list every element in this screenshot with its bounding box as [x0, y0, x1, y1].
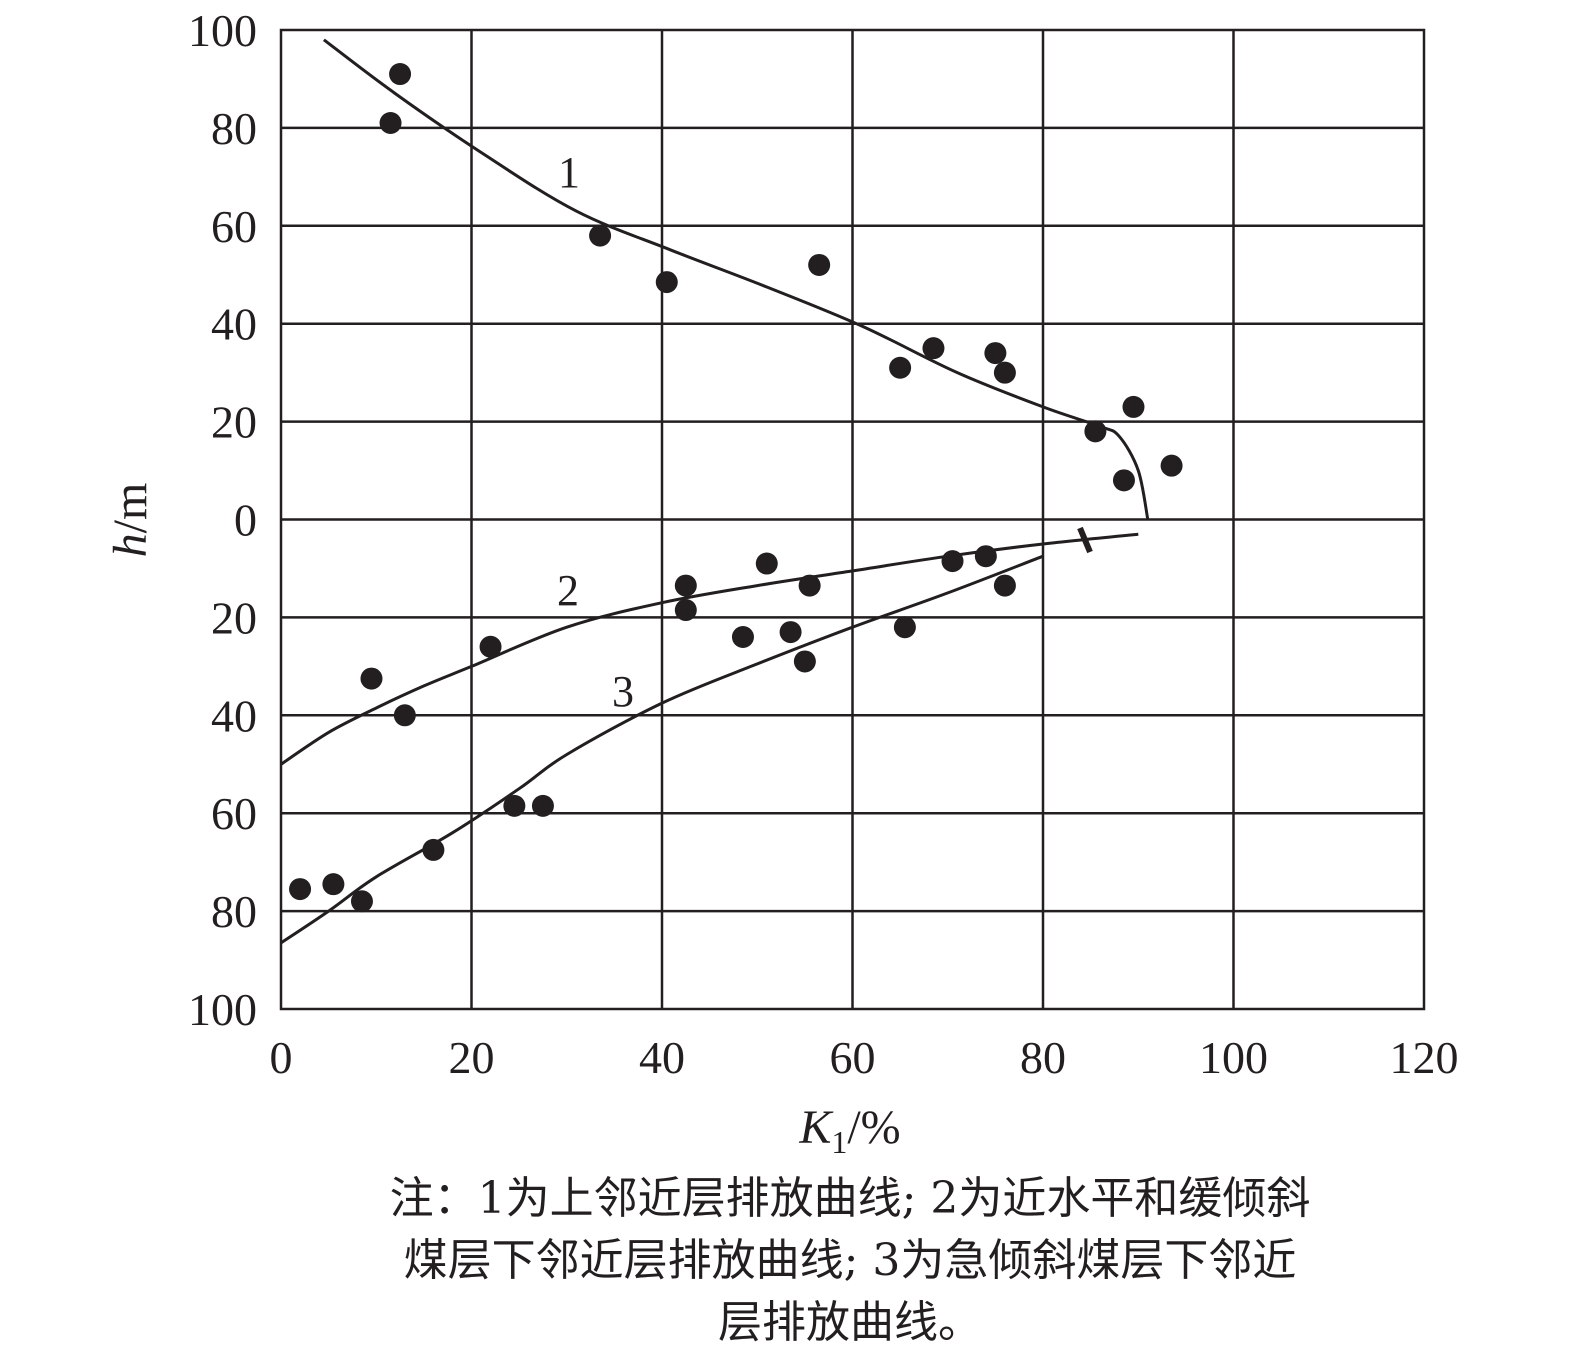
data-point: [993, 361, 1016, 384]
x-tick-labels: 0 20 40 60 80 100 120: [270, 1032, 1459, 1083]
curve-label-2: 2: [557, 566, 579, 615]
data-point: [1160, 454, 1183, 477]
data-point: [503, 794, 526, 817]
x-tick-label: 120: [1390, 1032, 1459, 1083]
x-tick-label: 80: [1020, 1032, 1066, 1083]
x-axis-subscript: 1: [831, 1124, 847, 1160]
curve-label-3: 3: [612, 667, 634, 716]
y-tick-label: 100: [188, 5, 257, 56]
data-point: [798, 574, 821, 597]
data-point: [350, 890, 373, 913]
data-point: [779, 621, 802, 644]
y-tick-labels: 100 80 60 40 20 0 20 40 60 80 100: [188, 5, 257, 1035]
data-point: [322, 873, 345, 896]
data-point: [893, 616, 916, 639]
x-tick-label: 40: [639, 1032, 685, 1083]
curve-label-1: 1: [558, 148, 580, 197]
data-point: [941, 550, 964, 573]
data-point: [379, 112, 402, 135]
y-tick-label: 40: [211, 690, 257, 741]
plot-frame: [279, 28, 1426, 1011]
data-point: [479, 635, 502, 658]
y-tick-label: 20: [211, 592, 257, 643]
data-point: [589, 224, 612, 247]
grid: [281, 30, 1424, 1009]
data-point: [922, 337, 945, 360]
data-point: [974, 545, 997, 568]
x-tick-label: 100: [1199, 1032, 1268, 1083]
data-point: [393, 704, 416, 727]
note-line: 层排放曲线。: [718, 1297, 982, 1348]
data-point: [793, 650, 816, 673]
curves: [280, 38, 1150, 945]
figure-note: 注：1为上邻近层排放曲线; 2为近水平和缓倾斜 煤层下邻近层排放曲线; 3为急倾…: [250, 1168, 1450, 1354]
data-point: [1084, 420, 1107, 443]
y-tick-label: 80: [211, 886, 257, 937]
data-points: [289, 63, 1183, 913]
data-point: [389, 63, 412, 86]
data-point: [655, 271, 678, 294]
x-axis-symbol: K: [798, 1101, 834, 1154]
y-tick-label: 60: [211, 201, 257, 252]
data-point: [755, 552, 778, 575]
data-point: [289, 878, 312, 901]
y-tick-label: 40: [211, 299, 257, 350]
y-tick-label: 60: [211, 788, 257, 839]
x-axis-unit: /%: [847, 1101, 900, 1154]
note-line: 煤层下邻近层排放曲线; 3为急倾斜煤层下邻近: [403, 1235, 1297, 1286]
data-point: [808, 253, 831, 276]
data-point: [1112, 469, 1135, 492]
data-point: [984, 342, 1007, 365]
data-point: [731, 625, 754, 648]
curve-3: [280, 554, 1044, 945]
x-tick-label: 0: [270, 1032, 293, 1083]
curve-break-mark: [1077, 526, 1093, 554]
note-line: 注：1为上邻近层排放曲线; 2为近水平和缓倾斜: [389, 1173, 1311, 1224]
y-axis-label: h/m: [104, 483, 157, 558]
x-axis-label: K1/%: [798, 1101, 900, 1160]
y-axis-unit: /m: [104, 483, 157, 534]
data-point: [993, 574, 1016, 597]
y-tick-label: 80: [211, 103, 257, 154]
y-axis-symbol: h: [104, 533, 157, 557]
data-point: [674, 574, 697, 597]
data-point: [422, 838, 445, 861]
x-tick-label: 60: [830, 1032, 876, 1083]
data-point: [360, 667, 383, 690]
y-tick-label: 20: [211, 397, 257, 448]
curve-1: [322, 38, 1150, 520]
y-tick-label: 100: [188, 984, 257, 1035]
x-tick-label: 20: [449, 1032, 495, 1083]
data-point: [889, 356, 912, 379]
curve-2: [280, 532, 1139, 766]
data-point: [531, 794, 554, 817]
data-point: [674, 599, 697, 622]
data-point: [1122, 395, 1145, 418]
y-tick-label: 0: [234, 495, 257, 546]
